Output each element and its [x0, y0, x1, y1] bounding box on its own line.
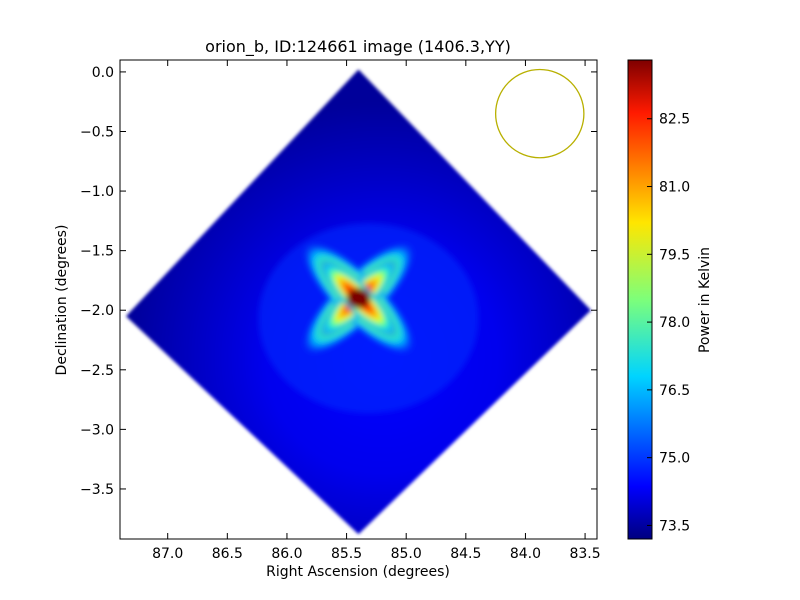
y-tick-label: −2.0: [80, 303, 114, 319]
y-ticks: 0.0 −0.5 −1.0 −1.5 −2.0 −2.5 −3.0 −3.5: [80, 65, 597, 498]
x-tick-label: 86.5: [212, 546, 243, 562]
x-tick-label: 83.5: [569, 546, 600, 562]
y-tick-label: −0.5: [80, 124, 114, 140]
colorbar: 73.5 75.0 76.5 78.0 79.5 81.0 82.5 Power in Ke…: [627, 59, 713, 540]
colorbar-tick-label: 81.0: [659, 180, 690, 196]
plot-area: 87.0 86.5 86.0 85.5 85.0 84.5 84.0 83.5 0.0 −0.5…: [80, 59, 601, 562]
x-tick-label: 84.0: [510, 546, 541, 562]
x-ticks: 87.0 86.5 86.0 85.5 85.0 84.5 84.0 83.5: [152, 60, 601, 562]
emission-core: [346, 288, 371, 309]
y-tick-label: −3.0: [80, 422, 114, 438]
plot-frame: [119, 59, 598, 540]
x-tick-label: 86.0: [271, 546, 302, 562]
x-tick-label: 87.0: [152, 546, 183, 562]
y-tick-label: −2.5: [80, 363, 114, 379]
x-tick-label: 85.5: [331, 546, 362, 562]
y-tick-label: −3.5: [80, 482, 114, 498]
colorbar-gradient: [627, 59, 653, 540]
x-tick-label: 85.0: [391, 546, 422, 562]
y-tick-label: −1.5: [80, 244, 114, 260]
heatmap-image: [126, 69, 591, 535]
y-tick-label: −1.0: [80, 184, 114, 200]
colorbar-tick-label: 76.5: [659, 383, 690, 399]
colorbar-tick-label: 78.0: [659, 315, 690, 331]
colorbar-tick-label: 75.0: [659, 451, 690, 467]
colorbar-label: Power in Kelvin: [697, 247, 713, 353]
x-tick-label: 84.5: [450, 546, 481, 562]
colorbar-tick-label: 82.5: [659, 112, 690, 128]
emission-arms: [258, 223, 479, 414]
x-axis-label: Right Ascension (degrees): [266, 564, 450, 580]
beam-circle: [494, 68, 585, 159]
colorbar-tick-label: 79.5: [659, 247, 690, 263]
colorbar-ticks: 73.5 75.0 76.5 78.0 79.5 81.0 82.5: [647, 112, 690, 534]
chart-title: orion_b, ID:124661 image (1406.3,YY): [205, 37, 511, 57]
colorbar-tick-label: 73.5: [659, 518, 690, 534]
y-axis-label: Declination (degrees): [54, 225, 70, 376]
y-tick-label: 0.0: [92, 65, 114, 81]
